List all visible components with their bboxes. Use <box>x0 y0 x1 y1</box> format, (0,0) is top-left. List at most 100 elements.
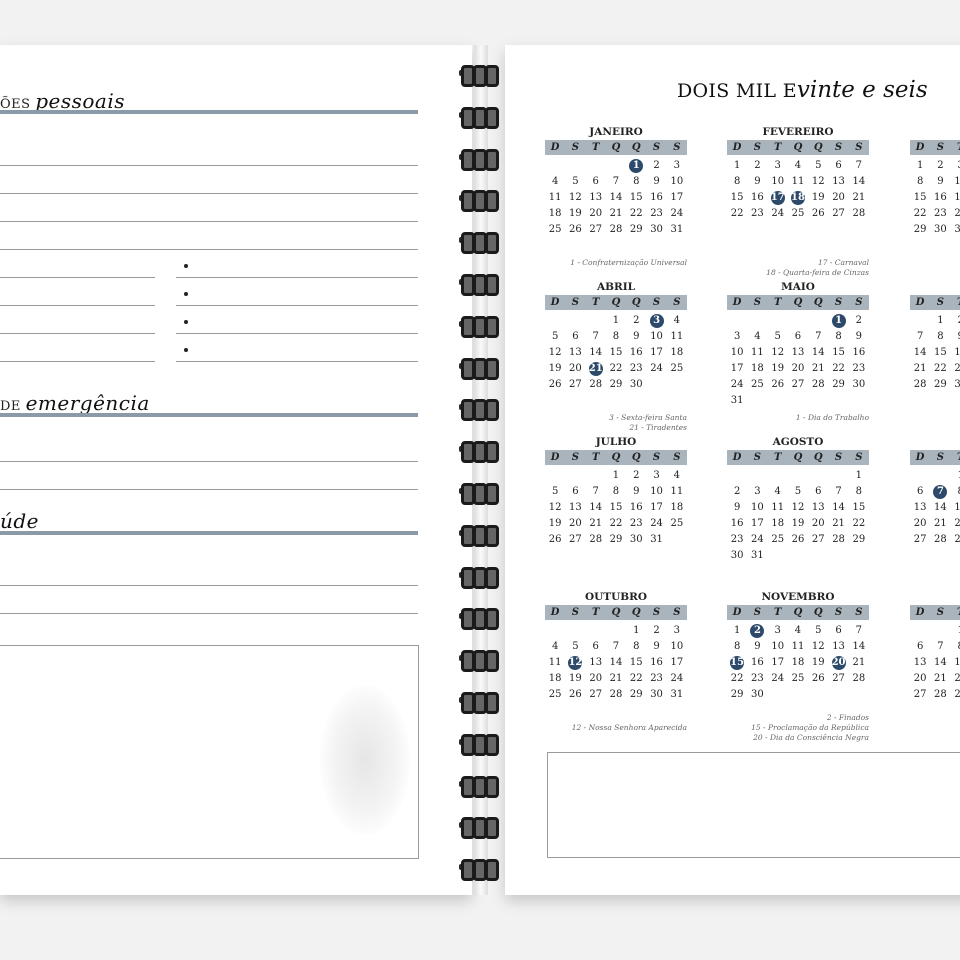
write-line[interactable] <box>0 249 418 250</box>
day-cell: 14 <box>913 347 927 358</box>
holiday-day: 1 <box>626 158 646 174</box>
day-cell: 28 <box>589 534 603 545</box>
day-cell: 17 <box>670 657 684 668</box>
day-cell: 14 <box>609 192 623 203</box>
day-cell: 13 <box>569 502 582 513</box>
day-cell: 14 <box>852 641 866 652</box>
day-cell: 16 <box>751 657 764 668</box>
day-cell: 20 <box>569 518 582 529</box>
write-line[interactable] <box>0 489 418 490</box>
day-cell: 27 <box>832 673 845 684</box>
day-cell: 28 <box>852 208 866 219</box>
day-cell: 4 <box>774 486 781 497</box>
day-cell: 3 <box>774 160 781 171</box>
write-line[interactable] <box>176 361 418 362</box>
day-cell: 9 <box>733 502 741 513</box>
write-line[interactable] <box>0 461 418 462</box>
day-cell: 27 <box>569 534 582 545</box>
bullet-icon <box>184 264 188 268</box>
day-cell: 14 <box>811 347 825 358</box>
write-line[interactable] <box>0 333 155 334</box>
bullet-icon <box>184 292 188 296</box>
day-cell: 8 <box>835 331 842 342</box>
day-cell: 29 <box>832 379 845 390</box>
day-cell: 11 <box>670 486 684 497</box>
day-cell: 7 <box>855 625 863 636</box>
day-cell: 21 <box>852 657 866 668</box>
day-cell: 6 <box>835 160 842 171</box>
spiral-binding <box>455 55 505 885</box>
day-cell: 5 <box>572 176 579 187</box>
weekday-label: D <box>915 142 925 153</box>
day-cell: 21 <box>913 363 927 374</box>
day-cell: 9 <box>937 176 944 187</box>
spiral-ring <box>455 481 503 505</box>
spiral-ring <box>455 147 503 171</box>
write-line[interactable] <box>0 165 418 166</box>
day-cell: 5 <box>815 625 822 636</box>
spiral-ring <box>455 397 503 422</box>
write-line[interactable] <box>0 277 155 278</box>
write-line[interactable] <box>176 333 418 334</box>
day-cell: 25 <box>791 208 805 219</box>
weekday-label: T <box>951 142 960 153</box>
day-cell: 20 <box>913 673 927 684</box>
month-calendar: DSTQQSS123456789101112131415161718192021… <box>910 281 960 393</box>
day-cell: 11 <box>791 176 805 187</box>
write-line[interactable] <box>0 361 155 362</box>
day-cell: 3 <box>951 158 960 174</box>
day-cell: 4 <box>754 331 761 342</box>
month-name: NOVEMBRO <box>761 591 835 603</box>
notes-box[interactable] <box>547 752 960 858</box>
day-cell: 10 <box>954 176 960 187</box>
day-cell: 4 <box>794 160 802 171</box>
month-calendar: FEVEREIRO D S T Q Q S S 1 2 3 4 5 6 7 8 9 10 11 12 13 14 15 16 1… <box>727 126 869 222</box>
holiday-list: 2 - Finados 15 - Proclamação da República… <box>727 713 869 743</box>
write-line[interactable] <box>0 221 418 222</box>
write-line[interactable] <box>176 277 418 278</box>
day-cell: 28 <box>934 689 947 700</box>
weekday-label: S <box>571 142 580 153</box>
day-cell: 13 <box>832 176 845 187</box>
day-cell: 4 <box>551 641 559 652</box>
spiral-ring <box>455 272 503 296</box>
day-cell: 27 <box>589 689 603 700</box>
weekday-label: T <box>773 297 782 308</box>
holiday-item: 17 - Carnaval <box>817 258 869 267</box>
weekday-label: D <box>915 607 925 618</box>
weekday-label: Q <box>611 142 621 153</box>
write-line[interactable] <box>0 193 418 194</box>
day-cell: 26 <box>811 673 825 684</box>
day-cell: 1 <box>951 468 960 484</box>
day-cell: 18 <box>791 657 805 668</box>
day-cell: 7 <box>592 486 599 497</box>
day-cell: 28 <box>811 379 825 390</box>
day-cell: 31 <box>650 534 663 545</box>
write-line[interactable] <box>0 613 418 614</box>
day-cell: 15 <box>609 347 623 358</box>
month-calendar: MAIO D S T Q Q S S 1 2 3 4 5 6 7 8 9 10 11 12 13 14 15 16 17 18 19… <box>727 281 869 409</box>
day-cell: 1 <box>855 470 863 481</box>
day-cell: 28 <box>609 689 623 700</box>
day-cell: 12 <box>811 176 825 187</box>
weekday-label: S <box>753 142 762 153</box>
month-name: D <box>910 591 960 605</box>
month-name: JULHO <box>595 436 637 448</box>
write-line[interactable] <box>0 585 418 586</box>
weekday-label: D <box>550 297 560 308</box>
day-cell: 13 <box>913 657 927 668</box>
write-line[interactable] <box>176 305 418 306</box>
weekday-label: Q <box>631 452 641 463</box>
weekday-label: Q <box>793 142 803 153</box>
write-line[interactable] <box>0 305 155 306</box>
weekday-label: S <box>571 297 580 308</box>
weekday-label: T <box>951 452 960 463</box>
day-cell: 23 <box>751 673 764 684</box>
day-cell: 22 <box>954 673 960 684</box>
empty-day <box>545 468 565 484</box>
day-cell: 19 <box>569 673 582 684</box>
day-cell: 28 <box>609 224 623 235</box>
